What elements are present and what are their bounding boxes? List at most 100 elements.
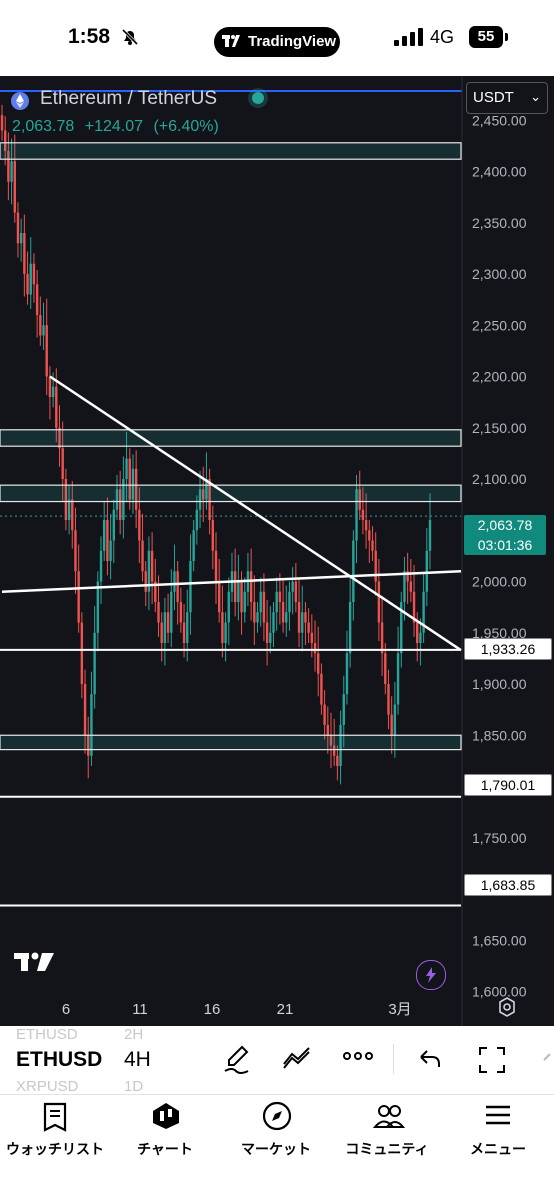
candle-body bbox=[0, 115, 4, 131]
candle-body bbox=[163, 612, 167, 643]
tab-chart[interactable]: チャート bbox=[110, 1095, 220, 1165]
tab-label: マーケット bbox=[241, 1141, 311, 1157]
tab-watchlist[interactable]: ウォッチリスト bbox=[0, 1095, 110, 1165]
candle-body bbox=[39, 315, 42, 336]
candle-body bbox=[179, 602, 183, 623]
candle-body bbox=[64, 479, 68, 520]
candle-body bbox=[217, 581, 221, 613]
candle-body bbox=[80, 622, 84, 684]
candle-body bbox=[409, 581, 413, 592]
tab-menu[interactable]: メニュー bbox=[443, 1095, 553, 1165]
candle-body bbox=[253, 602, 256, 623]
candle-body bbox=[90, 694, 93, 756]
price-change: +124.07 bbox=[84, 118, 144, 135]
candle-body bbox=[71, 499, 74, 531]
candle-body bbox=[74, 530, 77, 572]
candle-body bbox=[361, 509, 365, 520]
clock: 1:58 bbox=[68, 25, 111, 48]
more-icon[interactable] bbox=[343, 1050, 373, 1062]
candle-body bbox=[259, 591, 262, 613]
current-price-tag: 2,063.78 03:01:36 bbox=[464, 515, 546, 555]
chart-tab-icon bbox=[153, 1103, 179, 1129]
candle-body bbox=[208, 479, 211, 520]
y-tick-label: 2,250.00 bbox=[472, 317, 527, 333]
support-resistance-zone bbox=[0, 142, 462, 160]
tab-community[interactable]: コミュニティ bbox=[332, 1095, 442, 1165]
y-tick-label: 2,150.00 bbox=[472, 420, 527, 436]
candle-body bbox=[281, 602, 285, 623]
currency-select[interactable]: USDT ⌄ bbox=[466, 82, 548, 114]
y-tick-label: 2,300.00 bbox=[472, 266, 527, 282]
candle-body bbox=[364, 520, 368, 531]
candle-body bbox=[128, 458, 131, 500]
y-tick-label: 1,900.00 bbox=[472, 676, 527, 692]
trendline-tool-icon[interactable] bbox=[282, 1044, 312, 1070]
candle-body bbox=[77, 571, 80, 623]
bottom-tab-bar: ウォッチリスト チャート マーケット コミュニティ メニュー bbox=[0, 1094, 554, 1201]
symbol-header: Ethereum / TetherUS 2,063.78 +124.07 (+6… bbox=[0, 76, 460, 146]
symbol-selector[interactable]: ETHUSD bbox=[16, 1048, 103, 1071]
candle-body bbox=[147, 550, 151, 592]
candle-body bbox=[422, 591, 425, 633]
interval-selector[interactable]: 4H bbox=[124, 1048, 151, 1071]
candle-body bbox=[182, 622, 186, 643]
chart-area[interactable]: 2,450.00 2,400.00 2,350.00 2,300.00 2,250.00… bbox=[0, 76, 554, 1026]
price-chart[interactable]: 2,450.00 2,400.00 2,350.00 2,300.00 2,250.00… bbox=[0, 76, 554, 1026]
tab-label: メニュー bbox=[470, 1141, 526, 1157]
tradingview-logo-icon bbox=[222, 35, 240, 47]
app-name: TradingView bbox=[248, 33, 337, 50]
candle-body bbox=[243, 591, 246, 613]
price-change-percent: (+6.40%) bbox=[153, 118, 219, 135]
candle-body bbox=[195, 509, 199, 531]
candle-body bbox=[55, 386, 58, 428]
candle-body bbox=[214, 550, 218, 582]
candle-body bbox=[396, 653, 400, 705]
candle-body bbox=[29, 263, 32, 295]
tab-label: チャート bbox=[137, 1141, 193, 1157]
candle-body bbox=[406, 571, 409, 582]
cellular-signal-icon bbox=[394, 28, 423, 46]
candle-body bbox=[425, 550, 429, 592]
candle-body bbox=[10, 161, 13, 182]
x-tick-label: 11 bbox=[132, 1001, 148, 1018]
x-tick-label: 3月 bbox=[388, 1001, 411, 1018]
candle-body bbox=[16, 212, 20, 244]
candle-body bbox=[48, 376, 52, 397]
candle-body bbox=[285, 612, 288, 623]
candle-body bbox=[377, 581, 381, 623]
candle-body bbox=[221, 612, 224, 643]
candle-body bbox=[317, 653, 320, 674]
currency-value: USDT bbox=[473, 89, 514, 106]
y-tick-label: 2,200.00 bbox=[472, 369, 527, 385]
trendline bbox=[1, 570, 462, 593]
market-open-indicator bbox=[252, 92, 264, 104]
candle-body bbox=[166, 612, 170, 633]
candle-body bbox=[51, 386, 55, 397]
ethereum-icon bbox=[11, 92, 29, 110]
tab-markets[interactable]: マーケット bbox=[221, 1095, 331, 1165]
candle-body bbox=[58, 427, 61, 449]
candle-body bbox=[288, 591, 291, 613]
y-tick-label: 1,750.00 bbox=[472, 830, 527, 846]
chart-settings-icon[interactable] bbox=[496, 996, 518, 1018]
undo-icon[interactable] bbox=[418, 1048, 442, 1070]
candle-body bbox=[35, 284, 39, 315]
brush-icon[interactable] bbox=[222, 1044, 250, 1074]
candle-body bbox=[339, 725, 342, 766]
candle-body bbox=[189, 561, 192, 613]
candle-body bbox=[154, 581, 157, 602]
candle-body bbox=[237, 581, 240, 602]
flash-icon[interactable] bbox=[416, 960, 446, 990]
price-tag-1683: 1,683.85 bbox=[464, 874, 552, 896]
last-price: 2,063.78 bbox=[12, 118, 75, 135]
candle-body bbox=[297, 602, 301, 633]
candle-body bbox=[291, 581, 294, 592]
candle-body bbox=[336, 755, 339, 766]
candle-body bbox=[380, 622, 384, 654]
candle-body bbox=[109, 540, 112, 561]
candle-body bbox=[141, 540, 144, 572]
candle-body bbox=[23, 233, 26, 274]
ghost-symbol-prev: ETHUSD bbox=[16, 1026, 78, 1043]
symbol-title[interactable]: Ethereum / TetherUS bbox=[40, 88, 218, 109]
fullscreen-icon[interactable] bbox=[478, 1046, 506, 1074]
